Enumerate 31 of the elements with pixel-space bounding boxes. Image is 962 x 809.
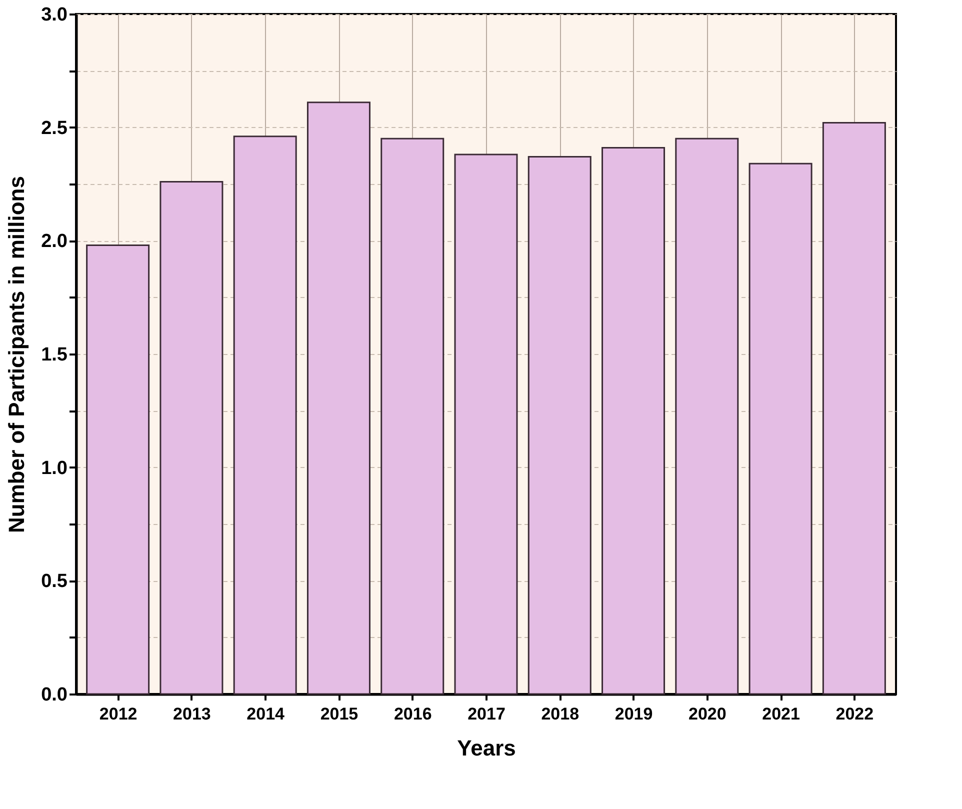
bar xyxy=(675,138,739,695)
bar xyxy=(528,156,592,695)
x-tick-label: 2017 xyxy=(468,704,506,724)
x-tick-label: 2019 xyxy=(614,704,653,724)
bar xyxy=(160,180,224,695)
bar xyxy=(822,122,886,695)
x-tick-label: 2018 xyxy=(541,704,580,724)
x-tick-label: 2015 xyxy=(320,704,358,724)
y-tick-label: 0.0 xyxy=(41,684,68,706)
bar xyxy=(602,146,666,695)
x-tick-label: 2014 xyxy=(246,704,286,724)
y-tick-label: 0.5 xyxy=(41,571,68,592)
x-tick-label: 2020 xyxy=(688,704,726,724)
bar xyxy=(233,136,297,695)
x-tick-label: 2022 xyxy=(836,704,874,724)
x-axis-title: Years xyxy=(457,736,516,760)
bar xyxy=(748,162,812,695)
bar xyxy=(380,138,444,695)
bar xyxy=(306,102,370,695)
x-tick-label: 2016 xyxy=(394,704,432,724)
x-tick-label: 2012 xyxy=(99,704,138,724)
x-tick-label: 2021 xyxy=(762,704,800,724)
y-tick-label: 2.5 xyxy=(41,118,68,139)
x-tick-label: 2013 xyxy=(173,704,211,724)
bar xyxy=(454,154,518,695)
bar xyxy=(86,244,150,695)
y-tick-label: 1.0 xyxy=(41,458,68,479)
y-tick-label: 1.5 xyxy=(41,344,68,366)
y-tick-label: 2.0 xyxy=(41,231,68,252)
y-axis-title: Number of Participants in millions xyxy=(4,176,30,533)
y-tick-label: 3.0 xyxy=(41,4,68,26)
